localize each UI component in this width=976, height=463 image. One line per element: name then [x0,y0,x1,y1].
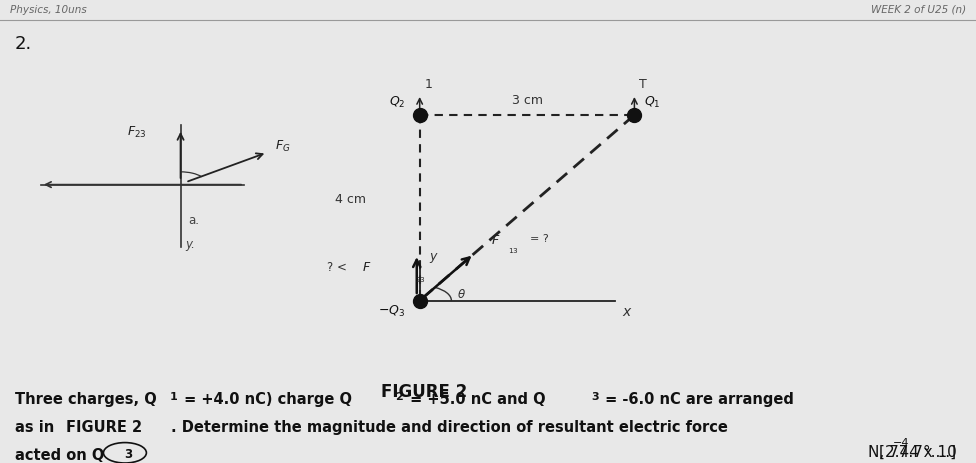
Point [412,297,427,305]
Text: ? <: ? < [327,261,346,274]
Text: WEEK 2 of U25 (n): WEEK 2 of U25 (n) [872,5,966,15]
Text: Three charges, Q: Three charges, Q [15,391,156,406]
Text: 2.: 2. [15,35,32,53]
Text: 1: 1 [425,78,432,91]
Text: 3: 3 [124,447,132,460]
Text: acted on Q: acted on Q [15,447,104,462]
Text: = +4.0 nC) charge Q: = +4.0 nC) charge Q [179,391,351,406]
Text: FIGURE 2: FIGURE 2 [382,382,468,400]
Text: $Q_2$: $Q_2$ [388,95,405,110]
Point [627,112,642,119]
Text: y.: y. [185,238,195,250]
Text: = ?: = ? [530,233,549,244]
Text: . Determine the magnitude and direction of resultant electric force: . Determine the magnitude and direction … [171,419,728,434]
Text: 3: 3 [591,391,599,401]
Text: FIGURE 2: FIGURE 2 [66,419,142,434]
Text: y: y [429,249,437,262]
Text: $_{23}$: $_{23}$ [415,274,426,284]
Text: = -6.0 nC are arranged: = -6.0 nC are arranged [600,391,794,406]
Text: T: T [639,78,647,91]
Text: N, 77.7°....]: N, 77.7°....] [830,444,956,458]
Text: $F$: $F$ [491,234,501,247]
Text: $\theta$: $\theta$ [457,287,466,300]
Text: = +5.0 nC and Q: = +5.0 nC and Q [405,391,546,406]
Text: $-Q_3$: $-Q_3$ [378,303,405,319]
Text: $F_G$: $F_G$ [275,138,291,154]
Text: 1: 1 [170,391,178,401]
Text: $F_{23}$: $F_{23}$ [127,124,146,139]
Text: Physics, 10uns: Physics, 10uns [10,5,87,15]
Text: x: x [623,305,630,319]
Text: 4 cm: 4 cm [335,193,366,206]
Text: [2.44 x 10: [2.44 x 10 [878,444,956,458]
Text: $Q_1$: $Q_1$ [644,95,661,110]
Text: 3 cm: 3 cm [511,94,543,106]
Point [412,112,427,119]
Text: $_{13}$: $_{13}$ [508,245,518,256]
Text: 2: 2 [395,391,403,401]
Text: a.: a. [188,213,199,226]
Text: −4: −4 [893,437,910,447]
Text: $F$: $F$ [361,261,371,274]
Text: as in: as in [15,419,59,434]
